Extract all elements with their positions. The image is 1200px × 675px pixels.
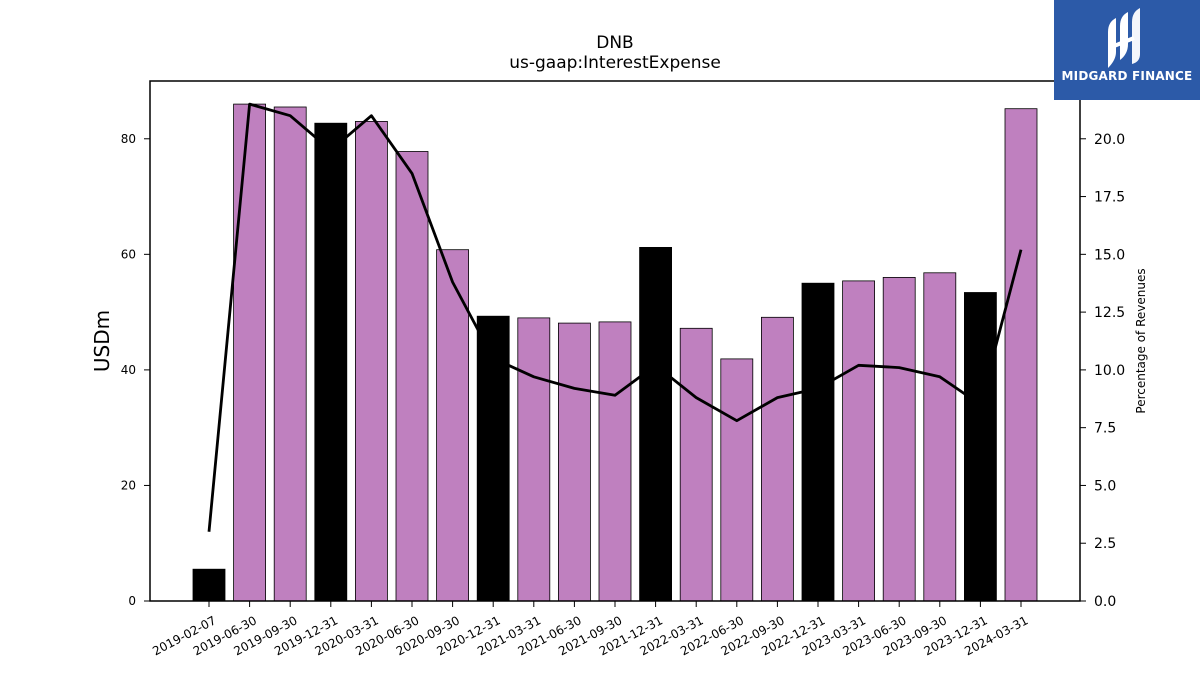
bar: [639, 246, 672, 602]
y-tick-label: 20: [121, 478, 136, 492]
bar: [964, 292, 997, 602]
bar: [761, 316, 794, 602]
chart-subtitle: us-gaap:InterestExpense: [509, 53, 721, 73]
bar: [1004, 108, 1038, 602]
bar: [598, 321, 632, 602]
bar: [679, 327, 713, 602]
midgard-m-logo-icon: [1108, 8, 1140, 68]
chart-title: DNB: [596, 33, 633, 53]
y-tick-label: 80: [121, 132, 136, 146]
left-y-axis: 0 20 40 60 80: [121, 132, 150, 608]
right-y-axis-label: Percentage of Revenues: [1134, 268, 1148, 413]
midgard-finance-logo: MIDGARD FINANCE: [1054, 0, 1200, 100]
bar: [923, 272, 957, 602]
bar: [842, 280, 875, 602]
x-axis: 2019-02-072019-06-302019-09-302019-12-31…: [150, 601, 1030, 658]
y2-tick-label: 0.0: [1094, 594, 1116, 610]
y2-tick-label: 10.0: [1094, 363, 1125, 379]
percentage-line-series: [207, 102, 1023, 532]
y2-tick-label: 2.5: [1094, 536, 1116, 552]
right-y-axis: 0.0 2.5 5.0 7.5 10.0 12.5 15.0 17.5 20.0: [1080, 132, 1125, 610]
bar-series: [192, 103, 1038, 602]
y-tick-label: 40: [121, 363, 136, 377]
bar: [233, 103, 267, 602]
bar: [517, 317, 551, 602]
y2-tick-label: 15.0: [1094, 247, 1125, 263]
bar: [436, 249, 470, 602]
percentage-line: [207, 102, 1023, 532]
y2-tick-label: 5.0: [1094, 478, 1116, 494]
bar: [395, 151, 429, 602]
y-axis-label: USDm: [90, 310, 114, 372]
bar: [314, 122, 348, 602]
y2-tick-label: 12.5: [1094, 305, 1125, 321]
y2-tick-label: 7.5: [1094, 421, 1116, 437]
bar: [192, 568, 226, 602]
logo-text: MIDGARD FINANCE: [1061, 69, 1193, 83]
bar: [273, 106, 307, 602]
bar: [882, 276, 916, 602]
bar: [354, 121, 388, 602]
bar: [801, 282, 835, 602]
y2-tick-label: 17.5: [1094, 190, 1125, 206]
bar: [558, 322, 591, 602]
bar: [720, 358, 754, 602]
y-tick-label: 0: [128, 594, 136, 608]
y2-tick-label: 20.0: [1094, 132, 1125, 148]
y-tick-label: 60: [121, 247, 136, 261]
